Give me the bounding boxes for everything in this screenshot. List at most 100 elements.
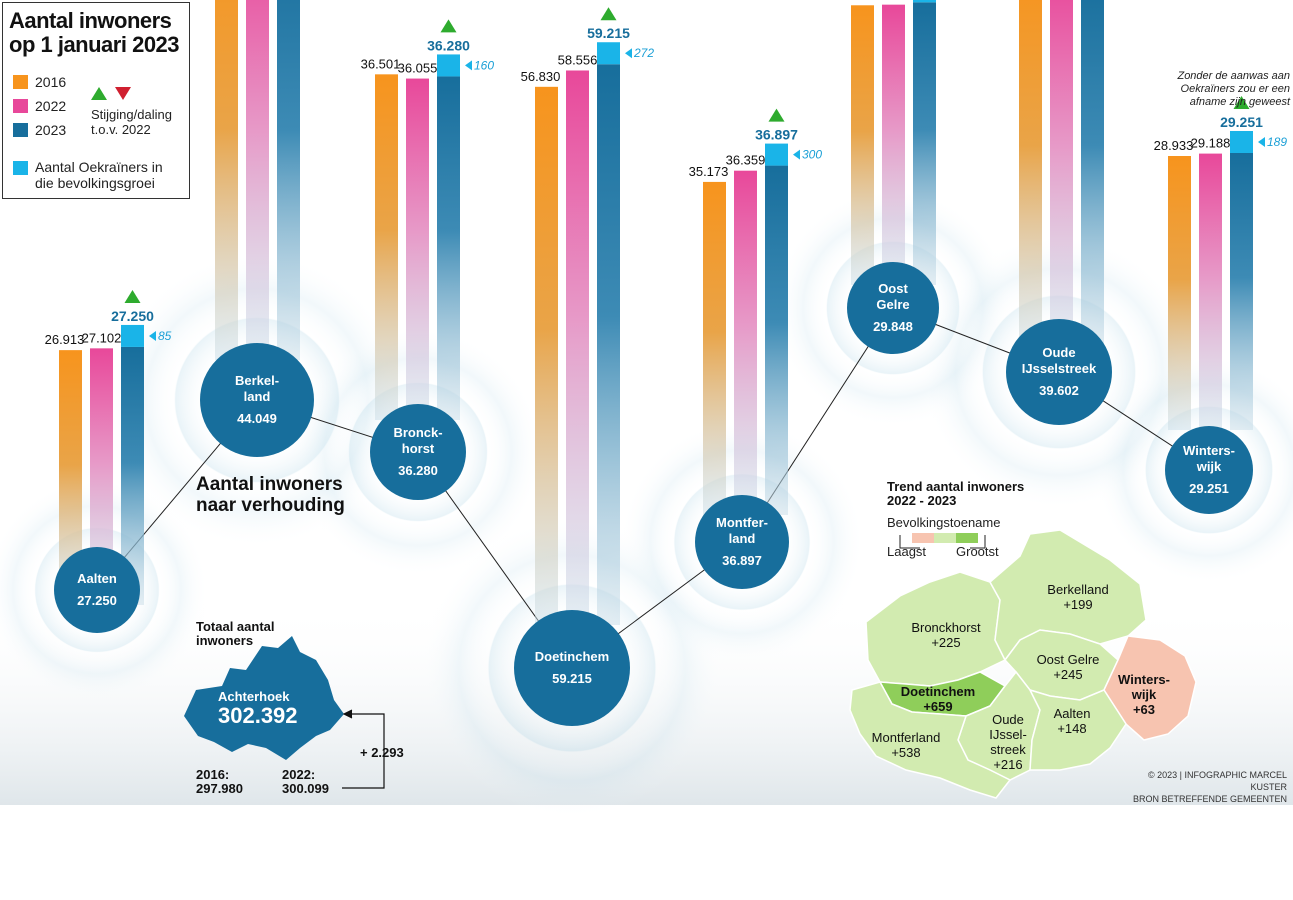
bar-2022-bronckhorst	[406, 78, 429, 421]
legend-swatch-2022	[13, 99, 28, 113]
bubble-aalten	[54, 547, 140, 633]
map-label-doetinchem: Doetinchem +659	[878, 684, 998, 714]
map-region-name: Winters-wijk	[1118, 672, 1170, 702]
bar-ukraine-winterswijk	[1230, 130, 1253, 153]
map-label-oost-gelre: Oost Gelre +245	[1008, 652, 1128, 682]
up-triangle-icon	[124, 289, 141, 303]
up-triangle-icon	[1233, 95, 1250, 109]
bar-2023-berkelland	[277, 0, 300, 361]
bar-2022-montferland	[734, 170, 757, 515]
bar-2022-oude-ijsselstreek	[1050, 0, 1073, 352]
bubble-name-montferland: land	[729, 531, 756, 546]
bubble-value-aalten: 27.250	[77, 593, 117, 608]
label-2023-bronckhorst: 36.280	[427, 37, 470, 53]
label-2022-bronckhorst: 36.055	[398, 61, 438, 76]
label-2022-aalten: 27.102	[82, 330, 122, 345]
bar-2016-bronckhorst	[375, 74, 398, 420]
label-ukraine-doetinchem: 272	[633, 46, 654, 60]
label-2023-montferland: 36.897	[755, 127, 798, 143]
ukraine-pointer-icon	[1258, 136, 1265, 147]
bubble-value-winterswijk: 29.251	[1189, 481, 1229, 496]
bar-ukraine-bronckhorst	[437, 54, 460, 77]
bubble-name-bronckhorst: Bronck-	[393, 425, 442, 440]
bar-2016-berkelland	[215, 0, 238, 360]
trend-map-title: Trend aantal inwoners 2022 - 2023	[887, 479, 1025, 508]
map-region-change: +148	[1057, 721, 1087, 736]
map-region-name: Berkelland	[1047, 582, 1109, 597]
bar-2016-oude-ijsselstreek	[1019, 0, 1042, 353]
bar-2016-doetinchem	[535, 86, 558, 626]
map-region-change: +659	[923, 699, 953, 714]
legend-panel: Aantal inwoners op 1 januari 2023 2016 2…	[2, 2, 190, 199]
trend-map	[849, 529, 1197, 799]
legend-change-label: Stijging/daling t.o.v. 2022	[91, 107, 172, 137]
label-2016-bronckhorst: 36.501	[361, 56, 401, 71]
bubble-value-oude-ijsselstreek: 39.602	[1039, 383, 1079, 398]
up-triangle-icon	[768, 108, 785, 122]
bar-2022-berkelland	[246, 0, 269, 360]
bar-2023-bronckhorst	[437, 76, 460, 420]
label-ukraine-aalten: 85	[158, 329, 172, 343]
total-2016-value: 297.980	[196, 781, 243, 796]
down-triangle-icon	[115, 87, 131, 100]
map-region-change: +225	[931, 635, 961, 650]
bar-2023-montferland	[765, 165, 788, 516]
map-region-name: Bronckhorst	[911, 620, 981, 635]
bubble-name-oude-ijsselstreek: Oude	[1042, 345, 1075, 360]
map-label-winters-wijk: Winters-wijk +63	[1084, 672, 1204, 717]
credit: © 2023 | INFOGRAPHIC MARCEL KUSTER BRON …	[1127, 769, 1287, 805]
map-region-name: Oost Gelre	[1036, 652, 1100, 667]
bubble-value-oost-gelre: 29.848	[873, 319, 913, 334]
bubble-value-berkelland: 44.049	[237, 411, 277, 426]
bubble-name-montferland: Montfer-	[716, 515, 768, 530]
bubble-name-winterswijk: Winters-	[1183, 443, 1235, 458]
label-2023-aalten: 27.250	[111, 308, 154, 324]
bar-2016-montferland	[703, 181, 726, 516]
legend-label-ukraine: Aantal Oekraïners in die bevolkingsgroei	[35, 159, 163, 191]
map-label-aalten: Aalten +148	[1012, 706, 1132, 736]
bar-2022-doetinchem	[566, 70, 589, 626]
map-region-name: Montferland	[871, 730, 941, 745]
trend-map-subtitle: Bevolkingstoename	[887, 515, 1001, 530]
bar-ukraine-montferland	[765, 143, 788, 166]
bubble-name-bronckhorst: horst	[402, 441, 435, 456]
map-label-oude-ijssel-streek: Oude IJssel-streek +216	[948, 712, 1068, 772]
bar-ukraine-doetinchem	[597, 42, 620, 65]
ukraine-pointer-icon	[793, 149, 800, 160]
total-region: Achterhoek	[218, 689, 290, 704]
bubble-doetinchem	[514, 610, 630, 726]
legend-swatch-2016	[13, 75, 28, 89]
bar-2016-winterswijk	[1168, 156, 1191, 430]
label-2016-montferland: 35.173	[689, 164, 729, 179]
up-triangle-icon	[600, 7, 617, 21]
bubble-name-berkelland: Berkel-	[235, 373, 279, 388]
label-2023-winterswijk: 29.251	[1220, 114, 1263, 130]
ukraine-pointer-icon	[625, 48, 632, 59]
bar-2023-oost-gelre	[913, 2, 936, 285]
trend-scale-high: Grootst	[956, 544, 999, 559]
bar-2022-oost-gelre	[882, 4, 905, 286]
map-region-change: +63	[1132, 702, 1156, 717]
total-growth: + 2.293	[360, 745, 404, 760]
trend-scale-low: Laagst	[887, 544, 927, 559]
bubble-montferland	[695, 495, 789, 589]
bar-2016-aalten	[59, 350, 82, 605]
bar-2023-oude-ijsselstreek	[1081, 0, 1104, 353]
map-region-montferland	[849, 681, 1012, 799]
total-title: Totaal aantal inwoners	[196, 619, 275, 648]
legend-swatch-ukraine	[13, 161, 28, 175]
bubble-value-doetinchem: 59.215	[552, 671, 592, 686]
bar-ukraine-aalten	[121, 324, 144, 347]
bar-ukraine-oost-gelre	[913, 0, 936, 3]
map-region-aalten	[1028, 688, 1127, 771]
bubble-value-bronckhorst: 36.280	[398, 463, 438, 478]
bubble-oude-ijsselstreek	[1006, 319, 1112, 425]
bar-2023-aalten	[121, 346, 144, 605]
bubble-winterswijk	[1165, 426, 1253, 514]
total-2016-label: 2016:	[196, 767, 230, 782]
map-region-change: +538	[891, 745, 921, 760]
bar-2023-winterswijk	[1230, 152, 1253, 430]
map-region-name: Aalten	[1053, 706, 1091, 721]
